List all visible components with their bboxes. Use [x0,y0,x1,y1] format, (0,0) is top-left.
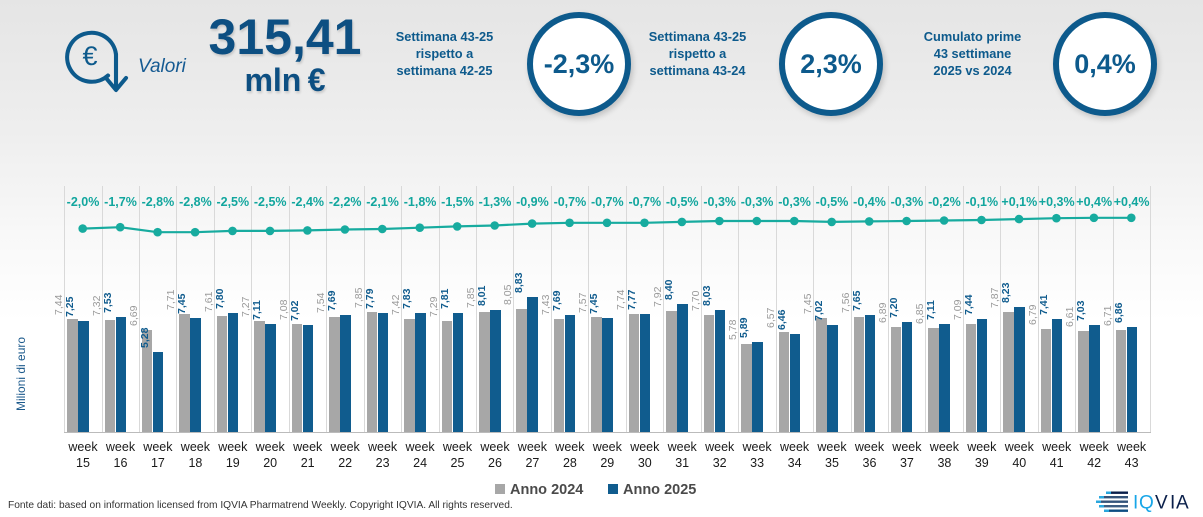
svg-text:V: V [1155,493,1168,514]
svg-text:I: I [1133,493,1138,514]
svg-text:A: A [1176,493,1189,514]
svg-text:I: I [1170,493,1175,514]
svg-text:€: € [82,41,97,71]
svg-text:Q: Q [1139,493,1154,514]
